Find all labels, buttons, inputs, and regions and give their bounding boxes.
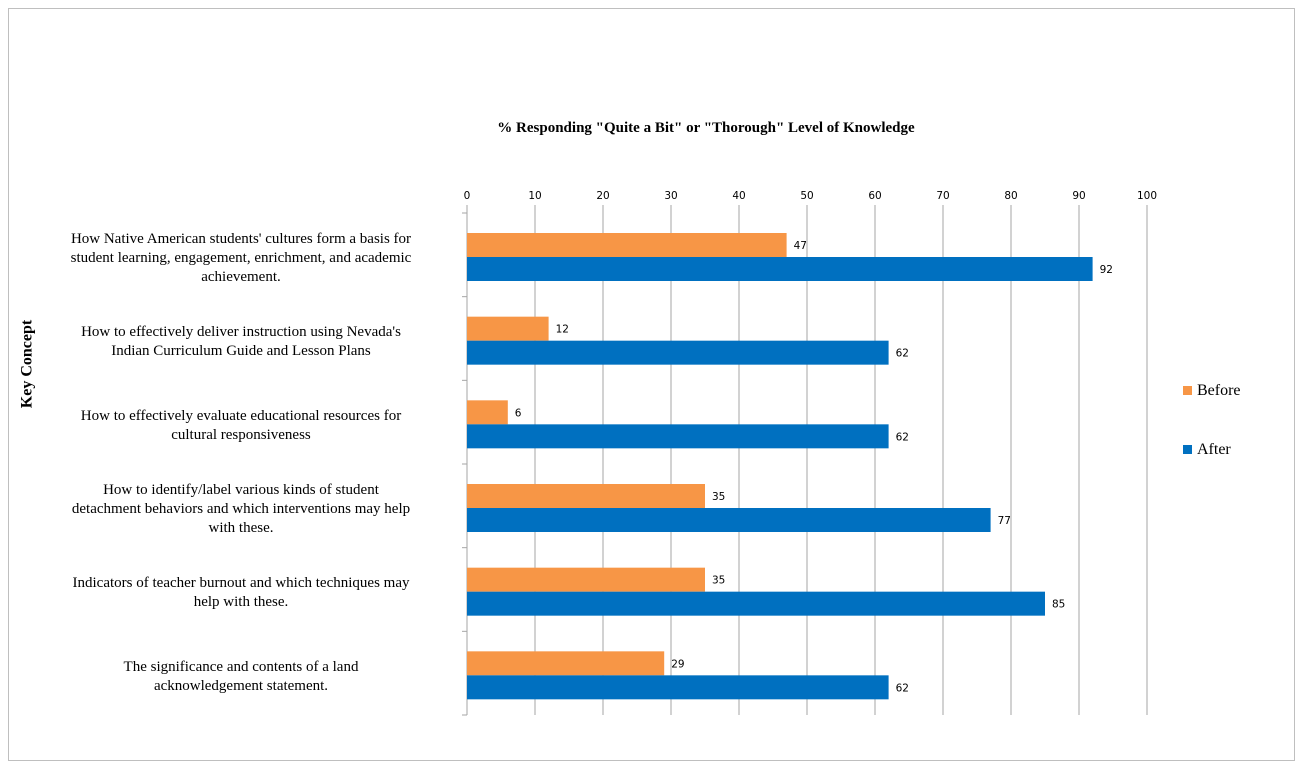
category-label-line: achievement.	[201, 269, 281, 285]
category-label-line: student learning, engagement, enrichment…	[71, 250, 412, 266]
category-label-line: How to effectively evaluate educational …	[81, 408, 401, 424]
x-tick-label: 10	[528, 190, 541, 202]
bar-after-4	[467, 508, 991, 532]
category-label-4: How to identify/label various kinds of s…	[72, 482, 410, 536]
bar-after-5	[467, 591, 1045, 616]
data-labels: 47 92 12 62 6 62 35 77 35 85 29 62	[515, 240, 1113, 694]
data-label: 62	[896, 682, 909, 694]
x-tick-label: 30	[664, 190, 677, 202]
legend-item-before: Before	[1183, 382, 1241, 399]
bar-before-1	[467, 233, 787, 257]
data-label: 35	[712, 491, 725, 503]
x-tick-label: 80	[1004, 190, 1017, 202]
bar-before-5	[467, 567, 705, 592]
legend-label: Before	[1197, 382, 1241, 399]
category-label-line: cultural responsiveness	[171, 427, 311, 443]
category-label-line: The significance and contents of a land	[124, 659, 359, 675]
x-tick-label: 60	[868, 190, 881, 202]
x-tick-label: 90	[1072, 190, 1085, 202]
bars	[467, 233, 1093, 700]
chart-title: % Responding "Quite a Bit" or "Thorough"…	[497, 120, 915, 136]
data-label: 35	[712, 575, 725, 587]
x-tick-label: 20	[596, 190, 609, 202]
category-label-5: Indicators of teacher burnout and which …	[73, 575, 410, 610]
category-label-3: How to effectively evaluate educational …	[81, 408, 401, 443]
data-label: 29	[671, 658, 684, 670]
legend-label: After	[1197, 441, 1231, 458]
data-label: 47	[794, 240, 807, 252]
legend: Before After	[1183, 382, 1241, 458]
category-label-6: The significance and contents of a land a…	[124, 659, 359, 694]
gridlines	[462, 205, 1148, 716]
x-tick-label: 0	[464, 190, 471, 202]
data-label: 62	[896, 348, 909, 360]
x-tick-label: 70	[936, 190, 949, 202]
bar-before-6	[467, 651, 665, 676]
category-label-line: with these.	[209, 520, 274, 536]
bar-after-3	[467, 424, 889, 449]
legend-swatch	[1183, 445, 1192, 454]
category-label-line: How to identify/label various kinds of s…	[103, 482, 380, 498]
bar-after-1	[467, 257, 1093, 281]
category-label-line: help with these.	[194, 594, 289, 610]
bar-after-6	[467, 675, 889, 700]
legend-swatch	[1183, 386, 1192, 395]
data-label: 92	[1100, 264, 1113, 276]
x-tick-label: 40	[732, 190, 745, 202]
category-labels: How Native American students' cultures f…	[71, 231, 412, 694]
data-label: 85	[1052, 599, 1065, 611]
data-label: 77	[998, 515, 1011, 527]
bar-before-2	[467, 316, 549, 341]
bar-chart: % Responding "Quite a Bit" or "Thorough"…	[19, 120, 1241, 716]
category-label-line: Indian Curriculum Guide and Lesson Plans	[111, 343, 371, 359]
y-axis-title: Key Concept	[19, 319, 36, 408]
x-tick-label: 100	[1137, 190, 1157, 202]
bar-before-4	[467, 484, 705, 508]
data-label: 6	[515, 407, 522, 419]
x-tick-label: 50	[800, 190, 813, 202]
category-label-line: How to effectively deliver instruction u…	[81, 324, 401, 340]
category-label-line: detachment behaviors and which intervent…	[72, 501, 410, 517]
category-label-1: How Native American students' cultures f…	[71, 231, 412, 285]
category-label-2: How to effectively deliver instruction u…	[81, 324, 401, 359]
x-axis-ticks: 0 10 20 30 40 50 60 70 80 90 100	[464, 190, 1157, 202]
legend-item-after: After	[1183, 441, 1231, 458]
category-label-line: acknowledgement statement.	[154, 678, 328, 694]
category-label-line: Indicators of teacher burnout and which …	[73, 575, 410, 591]
category-label-line: How Native American students' cultures f…	[71, 231, 411, 247]
data-label: 12	[556, 324, 569, 336]
bar-before-3	[467, 400, 508, 425]
bar-after-2	[467, 340, 889, 365]
chart-frame: % Responding "Quite a Bit" or "Thorough"…	[8, 8, 1295, 761]
data-label: 62	[896, 431, 909, 443]
